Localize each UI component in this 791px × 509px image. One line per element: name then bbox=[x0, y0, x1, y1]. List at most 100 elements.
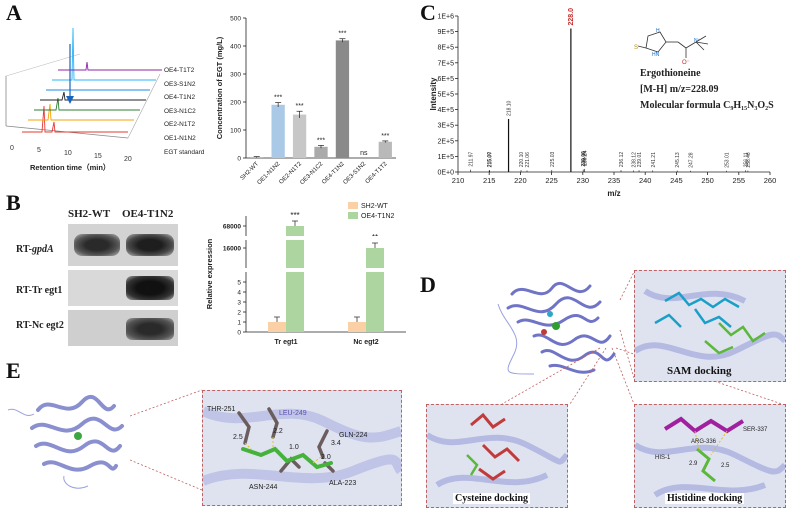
svg-text:20: 20 bbox=[124, 156, 132, 163]
svg-text:0: 0 bbox=[10, 145, 14, 152]
legend-label: OE4-T1N2 bbox=[361, 213, 395, 220]
axis-break bbox=[242, 236, 406, 240]
peak-label: 236.12 bbox=[619, 152, 625, 168]
compound-formula: Molecular formula C₉H₁₅N₃O₂S bbox=[640, 100, 774, 111]
gel-row-label-nc-egt2: RT-Nc egt2 bbox=[16, 320, 64, 331]
peak-label: 247.28 bbox=[689, 152, 695, 168]
residue-label: LEU-249 bbox=[279, 410, 307, 417]
ergothioneine-structure: S H HN O⁻ N⁺ bbox=[634, 28, 709, 66]
cysteine-docking-title: Cysteine docking bbox=[453, 493, 531, 504]
peak-label: 220.10 bbox=[519, 152, 525, 168]
x-tick-label: SH2-WT bbox=[240, 161, 261, 182]
histidine-label: ARG-336 bbox=[691, 439, 717, 445]
gel-col-label: OE4-T1N2 bbox=[122, 208, 174, 220]
x-tick-label: 220 bbox=[514, 176, 527, 185]
peak-label: 228.09 bbox=[568, 8, 575, 25]
enzyme-binding-zoom: THR-251 LEU-249 GLN-224 ASN-244 ALA-223 … bbox=[202, 390, 402, 506]
panel-label-d: D bbox=[420, 272, 436, 297]
peak-label: 238.12 bbox=[631, 152, 637, 168]
trace-lines bbox=[22, 27, 162, 133]
x-tick-label: 210 bbox=[452, 176, 465, 185]
svg-text:5: 5 bbox=[37, 147, 41, 154]
egt-concentration-chart: 0 100 200 300 400 500 Concentration of EGT (mg… bbox=[215, 16, 396, 186]
peak-label: 221.06 bbox=[525, 152, 531, 168]
bar bbox=[348, 322, 366, 332]
x-axis-label: m/z bbox=[607, 189, 620, 198]
y-tick-label: 1 bbox=[237, 320, 241, 327]
y-tick-label: 4 bbox=[237, 290, 241, 297]
compound-ion: [M-H] m/z=228.09 bbox=[640, 84, 719, 95]
relative-expression-chart: 0 1 2 3 4 5 16000 68000 Relative expression *** Tr… bbox=[205, 202, 406, 346]
trace-label: OE4-T1N2 bbox=[164, 94, 196, 102]
significance-label: *** bbox=[381, 133, 389, 140]
y-tick-label: 400 bbox=[230, 44, 241, 51]
peak-label: 215.07 bbox=[488, 152, 494, 168]
svg-text:O⁻: O⁻ bbox=[682, 60, 690, 66]
y-tick-label: 300 bbox=[230, 72, 241, 79]
histidine-label: SER-337 bbox=[743, 427, 768, 433]
significance-label: ns bbox=[360, 150, 368, 157]
distance-label: 2.0 bbox=[321, 454, 331, 461]
bar bbox=[366, 248, 384, 332]
panel-label-a: A bbox=[6, 0, 22, 25]
trace-label: OE3-S1N2 bbox=[164, 80, 196, 88]
trace-label-list: OE4-T1T2 OE3-S1N2 OE4-T1N2 OE3-N1C2 OE2-… bbox=[164, 64, 204, 159]
gel-row-label-gpda: RT-gpdA bbox=[16, 244, 54, 255]
y-axis-label: Intensity bbox=[429, 77, 438, 110]
panel-label-b: B bbox=[6, 190, 21, 215]
svg-text:H: H bbox=[656, 28, 660, 34]
legend-label: SH2-WT bbox=[361, 203, 389, 210]
svg-text:15: 15 bbox=[94, 153, 102, 160]
bar bbox=[335, 40, 350, 158]
gel-row-label-tr-egt1: RT-Tr egt1 bbox=[16, 285, 63, 296]
residue-label: ALA-223 bbox=[329, 480, 356, 487]
distance-label: 1.0 bbox=[289, 444, 299, 451]
y-tick-label: 5 bbox=[237, 280, 241, 287]
gel-strip-tr-egt1 bbox=[68, 270, 178, 306]
legend-swatch bbox=[348, 212, 358, 219]
peak-label: 256.46 bbox=[746, 152, 752, 168]
svg-text:N⁺: N⁺ bbox=[694, 38, 701, 44]
x-tick-label: 235 bbox=[608, 176, 621, 185]
y-tick-label: 4E+5 bbox=[437, 107, 454, 114]
gel-strip-nc-egt2 bbox=[68, 310, 178, 346]
x-tick-label: OE4-T1T2 bbox=[365, 161, 390, 186]
y-tick-label: 500 bbox=[230, 16, 241, 23]
x-tick-label: 260 bbox=[764, 176, 777, 185]
bar bbox=[271, 104, 285, 158]
y-tick-label: 0E+0 bbox=[437, 170, 454, 177]
panel-label-c: C bbox=[420, 0, 436, 25]
mass-spectrum-chart: 0E+0 1E+5 2E+5 3E+5 4E+5 5E+5 6E+5 7E+5 8E+5 9E+5… bbox=[429, 8, 777, 198]
axis-break bbox=[242, 268, 406, 272]
panel-label-e: E bbox=[6, 358, 21, 383]
bar bbox=[314, 146, 328, 158]
bar bbox=[378, 141, 392, 158]
protein-structure-overview bbox=[497, 281, 616, 375]
y-tick-label: 1E+6 bbox=[437, 14, 454, 21]
y-tick-label: 68000 bbox=[223, 224, 241, 231]
y-tick-label: 1E+5 bbox=[437, 154, 454, 161]
cysteine-docking-zoom: Cysteine docking bbox=[426, 404, 568, 508]
residue-label: ASN-244 bbox=[249, 484, 278, 491]
y-tick-label: 2E+5 bbox=[437, 138, 454, 145]
legend-swatch bbox=[348, 202, 358, 209]
trace-label: OE2-N1T2 bbox=[164, 121, 196, 129]
histidine-label: 2.9 bbox=[689, 461, 698, 467]
histidine-docking-title: Histidine docking bbox=[665, 493, 745, 504]
y-axis-label: Relative expression bbox=[205, 238, 214, 309]
y-tick-label: 6E+5 bbox=[437, 76, 454, 83]
y-tick-label: 7E+5 bbox=[437, 60, 454, 67]
trace-label: EGT standard bbox=[164, 148, 205, 156]
y-tick-label: 100 bbox=[230, 128, 241, 135]
distance-label: 2.2 bbox=[273, 428, 283, 435]
sam-docking-zoom: SAM docking bbox=[634, 270, 786, 382]
significance-label: *** bbox=[290, 211, 299, 220]
svg-text:S: S bbox=[634, 45, 638, 51]
svg-text:10: 10 bbox=[64, 150, 72, 157]
svg-text:HN: HN bbox=[652, 52, 660, 58]
peak-label: 253.01 bbox=[724, 152, 730, 168]
chromatogram-xlabel: Retention time（min） bbox=[30, 162, 110, 172]
histidine-label: 2.5 bbox=[721, 463, 730, 469]
trace-label: OE3-N1C2 bbox=[164, 107, 196, 115]
y-tick-label: 200 bbox=[230, 100, 241, 107]
